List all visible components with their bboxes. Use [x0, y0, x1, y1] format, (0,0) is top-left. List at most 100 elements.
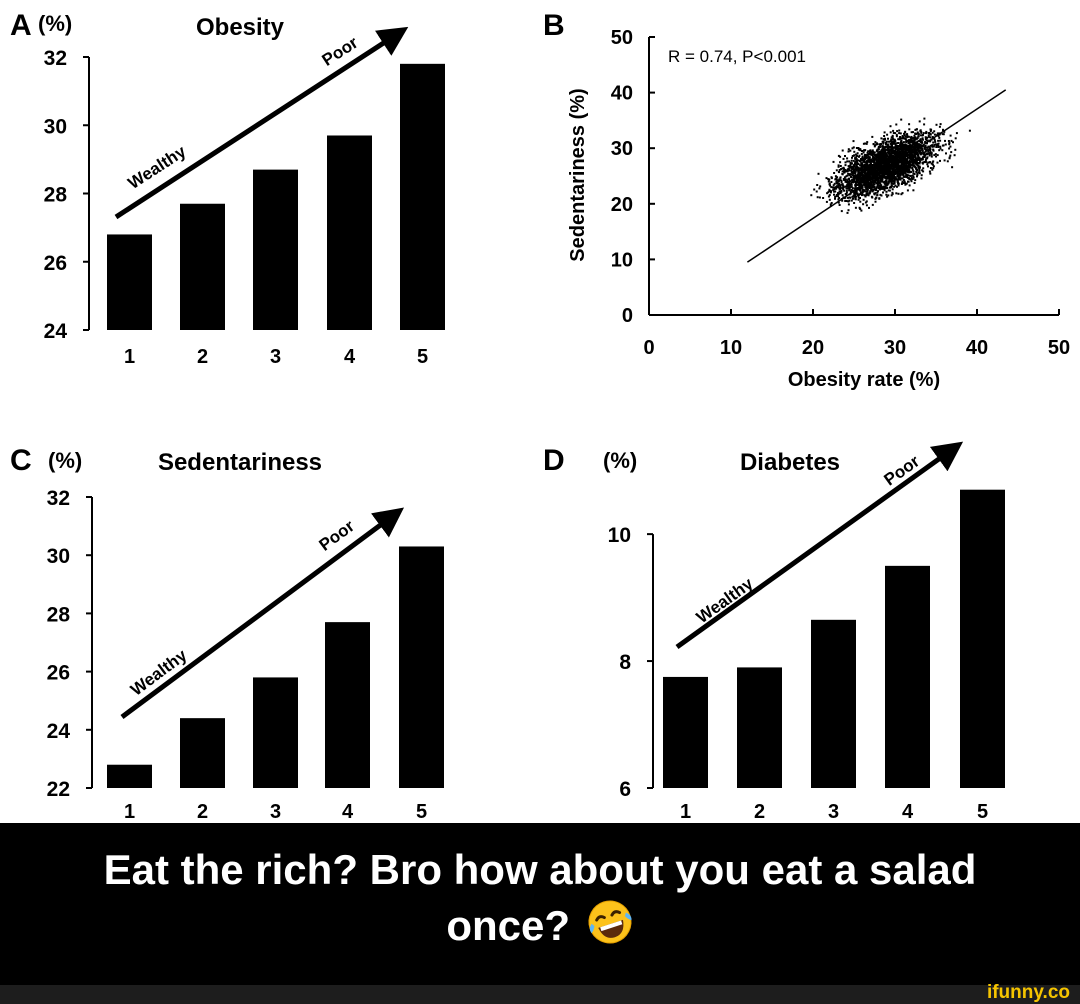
- scatter-point: [826, 192, 829, 195]
- scatter-point: [877, 180, 880, 183]
- scatter-point: [876, 177, 879, 180]
- scatter-point: [880, 152, 882, 155]
- scatter-point: [917, 133, 920, 136]
- scatter-point: [925, 132, 927, 135]
- scatter-point: [866, 186, 869, 189]
- brand-watermark: ifunny.co: [986, 982, 1070, 1003]
- scatter-point: [932, 165, 935, 168]
- scatter-point: [897, 192, 900, 195]
- scatter-point: [874, 179, 877, 182]
- scatter-point: [869, 176, 872, 179]
- scatter-point: [899, 165, 902, 168]
- scatter-point: [861, 170, 864, 173]
- scatter-point: [838, 197, 841, 199]
- scatter-point: [913, 159, 916, 162]
- scatter-point: [912, 148, 915, 151]
- scatter-point: [902, 162, 905, 165]
- scatter-point: [857, 182, 860, 185]
- x-category-label: 3: [828, 801, 839, 823]
- scatter-point: [853, 194, 856, 197]
- scatter-point: [846, 179, 849, 182]
- scatter-point: [871, 178, 874, 181]
- scatter-point: [874, 200, 877, 203]
- scatter-point: [955, 132, 958, 135]
- scatter-point: [924, 138, 927, 141]
- x-category-label: 1: [680, 801, 691, 823]
- scatter-point: [833, 188, 836, 191]
- scatter-point: [894, 132, 897, 135]
- scatter-point: [937, 145, 940, 147]
- scatter-point: [850, 185, 853, 188]
- scatter-point: [895, 177, 898, 180]
- scatter-point: [869, 167, 872, 170]
- scatter-point: [855, 166, 858, 169]
- scatter-point: [837, 184, 840, 186]
- scatter-point: [910, 170, 913, 173]
- scatter-point: [929, 172, 932, 175]
- trend-arrow: [120, 507, 405, 720]
- scatter-point: [875, 182, 878, 185]
- scatter-point: [860, 176, 863, 179]
- x-category-label: 2: [197, 801, 208, 823]
- scatter-point: [919, 157, 922, 160]
- scatter-point: [871, 185, 874, 188]
- scatter-point: [883, 181, 886, 184]
- scatter-point: [916, 151, 919, 154]
- scatter-point: [912, 140, 915, 143]
- scatter-point: [863, 184, 866, 187]
- x-category-label: 4: [902, 801, 914, 823]
- scatter-point: [878, 197, 881, 200]
- scatter-point: [854, 198, 857, 201]
- scatter-point: [896, 172, 899, 175]
- scatter-point: [852, 140, 855, 143]
- scatter-point: [951, 166, 954, 169]
- scatter-point: [865, 142, 868, 145]
- scatter-point: [855, 183, 858, 186]
- scatter-point: [885, 162, 887, 165]
- x-tick-label: 50: [1048, 337, 1070, 359]
- scatter-point: [905, 140, 908, 143]
- scatter-point: [839, 165, 842, 167]
- scatter-point: [870, 176, 873, 179]
- bar-4: [327, 135, 372, 330]
- scatter-point: [916, 172, 919, 175]
- scatter-point: [837, 179, 840, 182]
- scatter-point: [834, 175, 837, 178]
- scatter-point: [881, 155, 884, 158]
- x-tick-label: 40: [966, 337, 988, 359]
- scatter-point: [849, 196, 852, 199]
- scatter-point: [881, 153, 884, 156]
- scatter-point: [906, 189, 909, 192]
- scatter-point: [910, 180, 913, 183]
- scatter-point: [892, 129, 895, 132]
- scatter-point: [827, 180, 830, 183]
- scatter-point: [938, 136, 941, 139]
- scatter-point: [858, 154, 861, 157]
- scatter-point: [875, 179, 878, 181]
- scatter-point: [890, 156, 893, 158]
- scatter-point: [928, 146, 931, 148]
- scatter-point: [848, 189, 851, 192]
- scatter-point: [837, 165, 840, 168]
- scatter-point: [906, 136, 909, 139]
- scatter-point: [861, 164, 863, 167]
- scatter-point: [837, 195, 840, 198]
- scatter-point: [921, 162, 924, 165]
- scatter-point: [894, 173, 897, 176]
- scatter-point: [857, 193, 860, 196]
- scatter-point: [890, 194, 893, 197]
- scatter-point: [864, 167, 867, 170]
- scatter-point: [904, 148, 907, 150]
- scatter-point: [835, 169, 838, 172]
- rofl-emoji-icon: [588, 900, 632, 944]
- scatter-point: [901, 158, 904, 161]
- scatter-point: [920, 177, 923, 180]
- scatter-point: [889, 152, 892, 155]
- scatter-point: [838, 187, 841, 190]
- scatter-point: [914, 132, 917, 135]
- scatter-point: [895, 192, 898, 195]
- scatter-point: [891, 134, 894, 137]
- scatter-point: [881, 158, 884, 161]
- scatter-point: [902, 141, 905, 144]
- scatter-point: [882, 191, 884, 194]
